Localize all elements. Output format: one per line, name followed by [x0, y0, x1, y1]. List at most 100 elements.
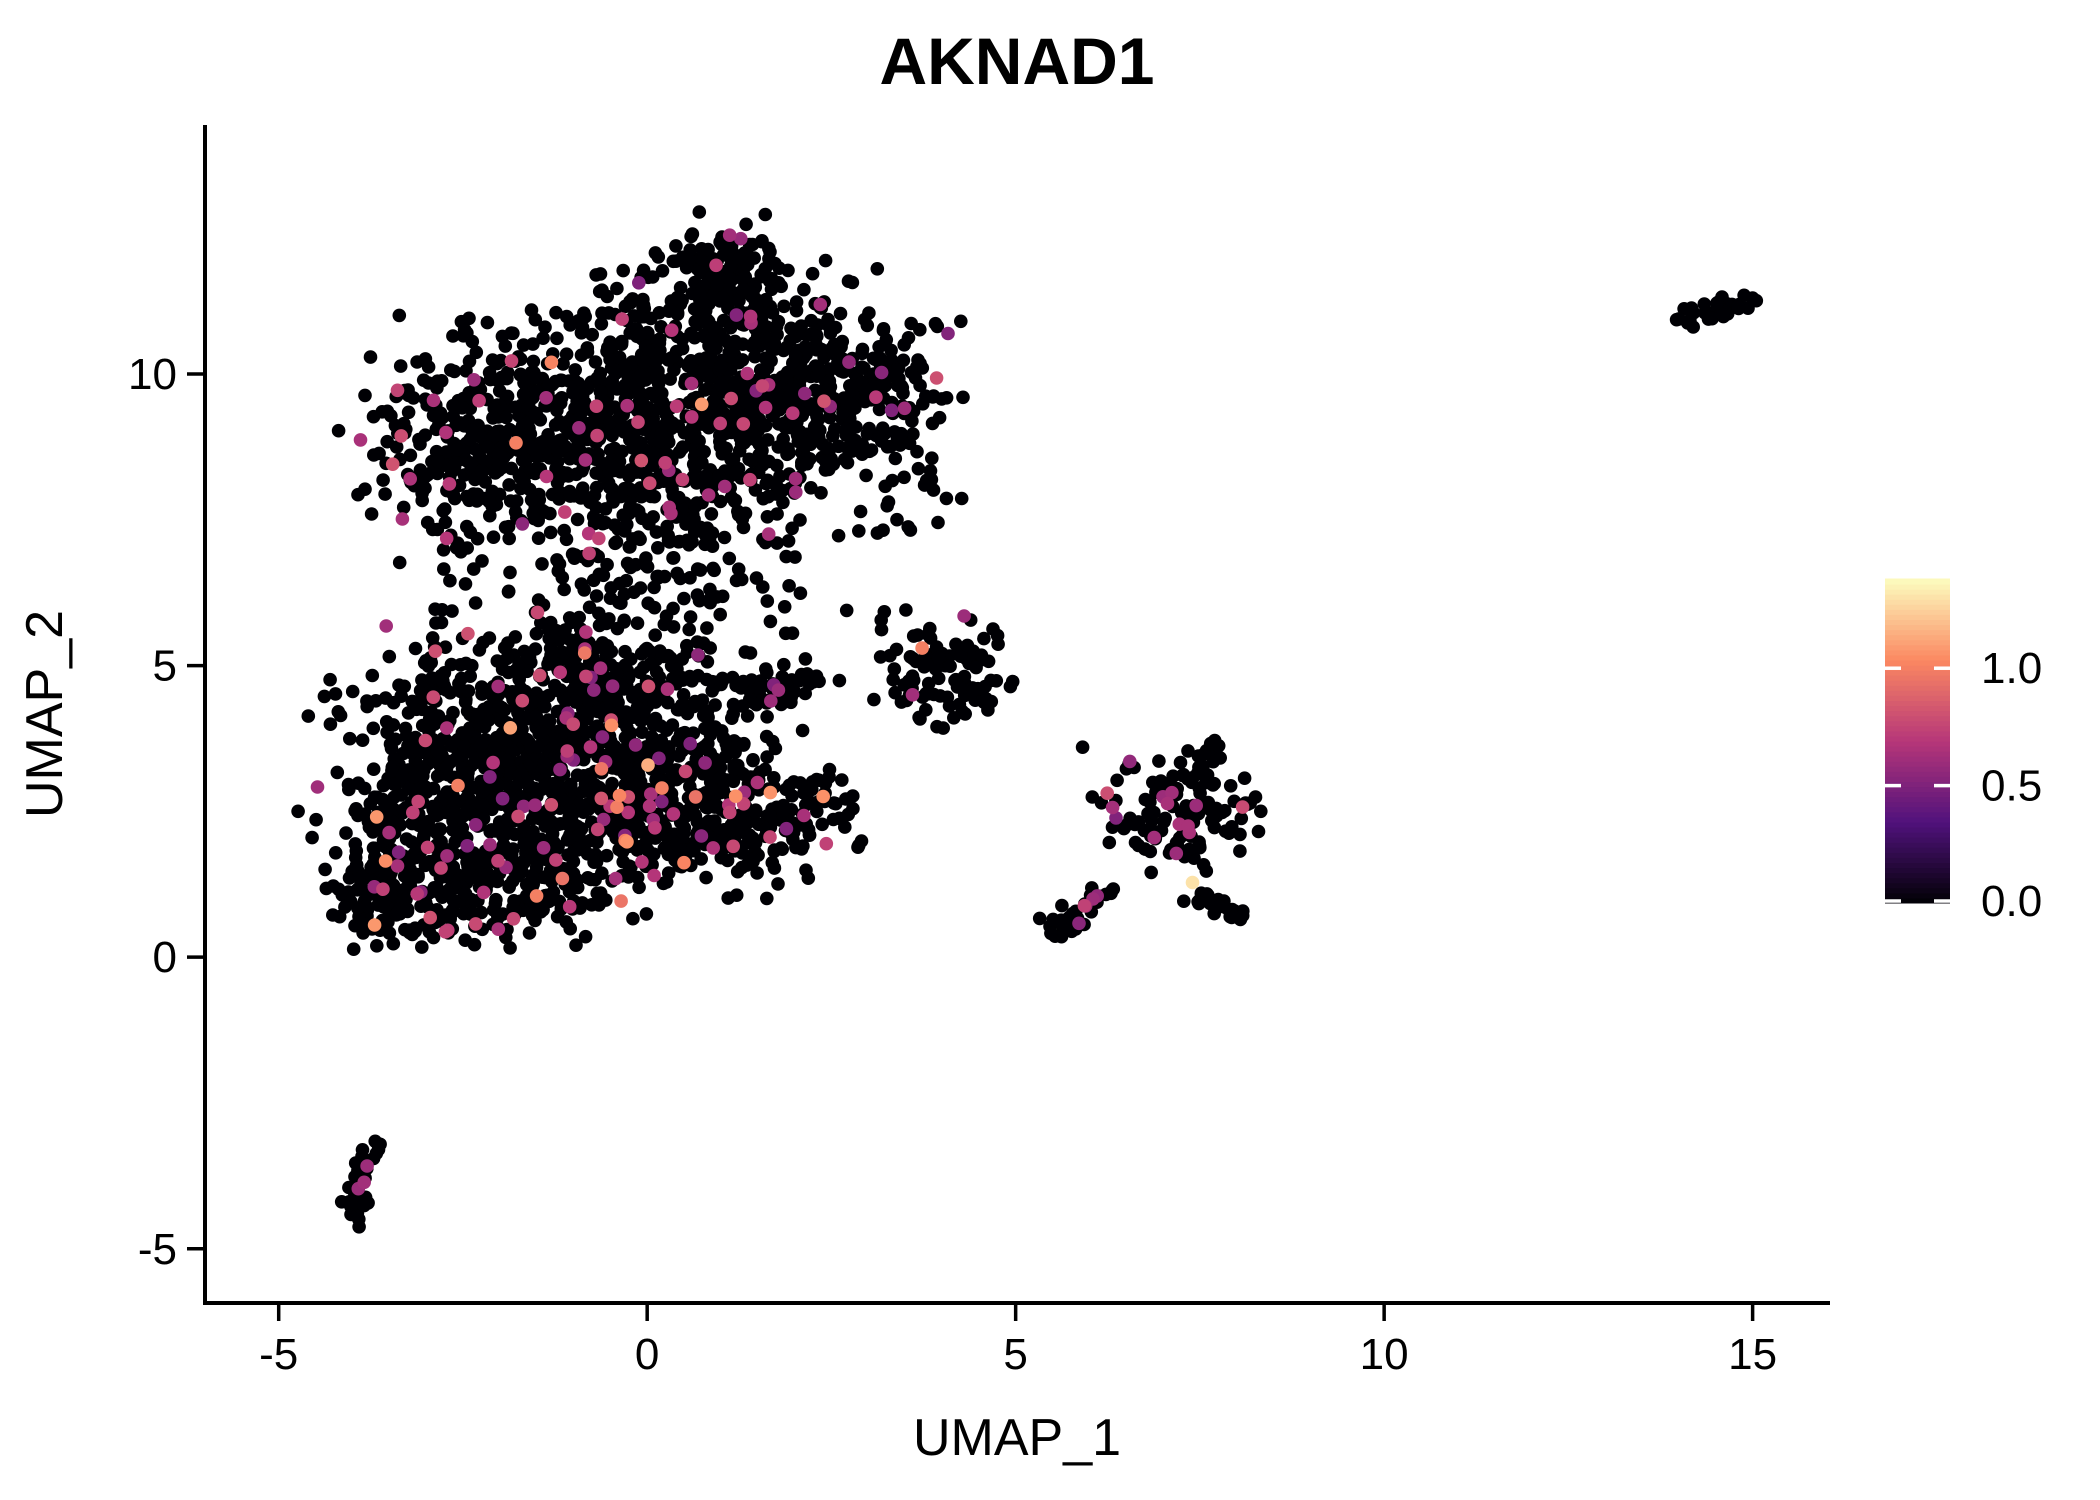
data-point	[797, 808, 811, 823]
x-tick-label: 15	[1728, 1330, 1777, 1379]
data-point	[650, 569, 664, 584]
colorbar-gradient-segment	[1885, 801, 1950, 808]
data-point	[647, 847, 661, 861]
data-point	[790, 427, 805, 441]
data-point	[310, 780, 325, 794]
data-point	[727, 762, 741, 776]
data-point	[555, 871, 570, 886]
data-point	[618, 745, 633, 759]
data-point	[481, 702, 496, 716]
data-point	[429, 616, 443, 630]
data-point	[979, 692, 993, 706]
data-point	[774, 279, 788, 294]
data-point	[640, 560, 655, 574]
data-point	[784, 695, 798, 710]
data-point	[665, 718, 680, 732]
data-point	[618, 644, 632, 659]
data-point	[488, 896, 503, 911]
data-point	[520, 649, 535, 663]
data-point	[594, 762, 609, 776]
data-point	[444, 657, 459, 672]
data-point	[814, 486, 828, 500]
colorbar-gradient-segment	[1885, 745, 1950, 752]
data-point	[525, 440, 539, 455]
data-point	[675, 341, 690, 356]
data-point	[593, 661, 608, 675]
data-point	[839, 603, 854, 618]
data-point	[1169, 846, 1184, 861]
data-point	[886, 672, 900, 687]
data-point	[440, 849, 454, 863]
data-point	[394, 689, 409, 703]
data-point	[378, 487, 392, 501]
data-point	[953, 649, 968, 663]
data-point	[1147, 805, 1161, 820]
data-point	[291, 804, 305, 819]
plot-title: AKNAD1	[879, 24, 1154, 98]
data-point	[670, 733, 685, 748]
data-point	[626, 911, 640, 926]
data-point	[1697, 297, 1712, 311]
data-point	[418, 858, 433, 873]
data-point	[395, 512, 410, 526]
data-point	[580, 725, 594, 740]
data-point	[706, 814, 720, 829]
data-point	[1165, 785, 1179, 800]
data-point	[899, 603, 913, 617]
data-point	[1075, 740, 1090, 754]
data-point	[376, 473, 390, 487]
data-point	[366, 841, 381, 855]
colorbar-gradient-segment	[1885, 644, 1950, 651]
data-point	[788, 349, 803, 364]
data-point	[560, 744, 574, 758]
x-tick-label: 5	[1003, 1330, 1027, 1379]
data-point	[782, 579, 796, 593]
data-point	[655, 264, 670, 278]
data-point	[501, 519, 516, 534]
colorbar-gradient-segment	[1885, 760, 1950, 767]
data-point	[743, 646, 758, 660]
data-point	[581, 526, 596, 541]
data-point	[562, 899, 577, 914]
colorbar-gradient-segment	[1885, 730, 1950, 737]
data-point	[826, 428, 840, 443]
data-point	[910, 444, 924, 459]
data-point	[763, 614, 778, 629]
data-point	[732, 293, 746, 308]
data-point	[425, 671, 439, 685]
data-point	[434, 861, 448, 875]
data-point	[647, 489, 662, 504]
data-point	[532, 668, 547, 683]
data-point	[764, 353, 778, 368]
data-point	[603, 591, 618, 605]
data-point	[1212, 900, 1226, 914]
data-point	[639, 907, 654, 921]
colorbar-gradient-segment	[1885, 608, 1950, 615]
data-point	[1745, 291, 1760, 305]
data-point	[770, 507, 784, 521]
data-point	[505, 685, 519, 699]
data-point	[554, 417, 568, 431]
data-point	[475, 464, 489, 478]
data-point	[535, 557, 549, 571]
data-point	[888, 451, 903, 466]
data-point	[548, 678, 562, 693]
data-point	[392, 678, 406, 692]
data-point	[618, 358, 633, 373]
data-point	[1072, 916, 1086, 931]
data-point	[666, 601, 680, 616]
data-point	[729, 465, 743, 480]
data-point	[612, 788, 627, 803]
data-point	[890, 512, 904, 527]
data-point	[736, 520, 751, 535]
data-point	[1225, 820, 1239, 834]
data-point	[688, 790, 703, 804]
data-point	[382, 926, 397, 940]
data-point	[637, 660, 651, 675]
data-point	[719, 736, 733, 751]
data-point	[722, 228, 737, 242]
data-point	[596, 812, 611, 827]
data-point	[539, 391, 553, 405]
data-point	[685, 227, 700, 241]
colorbar-gradient-segment	[1885, 791, 1950, 798]
